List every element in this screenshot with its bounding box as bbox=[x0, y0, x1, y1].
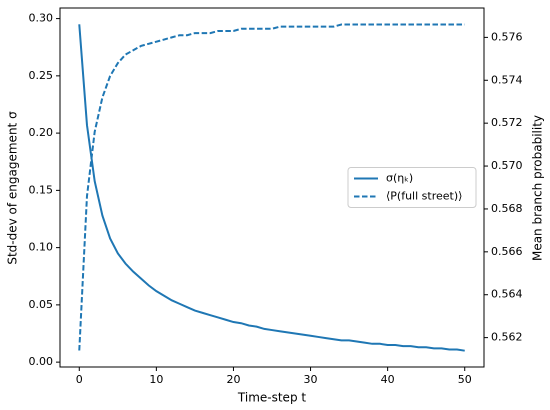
y2-tick-label: 0.568 bbox=[491, 202, 523, 215]
y-tick-label: 0.00 bbox=[29, 355, 54, 368]
y2-axis-title: Mean branch probability bbox=[531, 115, 545, 261]
x-tick-label: 10 bbox=[149, 373, 163, 386]
x-tick-label: 50 bbox=[458, 373, 472, 386]
y-axis-title: Std-dev of engagement σ bbox=[6, 111, 20, 265]
y2-tick-label: 0.572 bbox=[491, 116, 523, 129]
plot-frame bbox=[59, 7, 485, 368]
y-tick-label: 0.15 bbox=[29, 183, 54, 196]
y-tick-label: 0.20 bbox=[29, 126, 54, 139]
y2-tick-label: 0.564 bbox=[491, 288, 523, 301]
y2-tick-label: 0.574 bbox=[491, 73, 523, 86]
y2-tick-label: 0.562 bbox=[491, 331, 523, 344]
series-line bbox=[78, 23, 465, 351]
legend: σ(ηₖ) ⟨P(full street)⟩ bbox=[347, 167, 477, 208]
x-tick-label: 40 bbox=[381, 373, 395, 386]
y2-tick-label: 0.570 bbox=[491, 159, 523, 172]
y2-tick-label: 0.566 bbox=[491, 245, 523, 258]
x-tick-label: 20 bbox=[226, 373, 240, 386]
x-tick-label: 30 bbox=[304, 373, 318, 386]
y-tick-label: 0.05 bbox=[29, 298, 54, 311]
legend-box bbox=[347, 167, 477, 208]
y-tick-label: 0.30 bbox=[29, 12, 54, 25]
y-tick-label: 0.25 bbox=[29, 69, 54, 82]
series-line bbox=[78, 24, 465, 352]
x-tick-label: 0 bbox=[76, 373, 83, 386]
y2-tick-label: 0.576 bbox=[491, 30, 523, 43]
legend-label: ⟨P(full street)⟩ bbox=[386, 190, 462, 203]
x-axis-title: Time-step t bbox=[237, 391, 306, 405]
legend-label: σ(ηₖ) bbox=[386, 172, 413, 185]
y-tick-label: 0.10 bbox=[29, 241, 54, 254]
